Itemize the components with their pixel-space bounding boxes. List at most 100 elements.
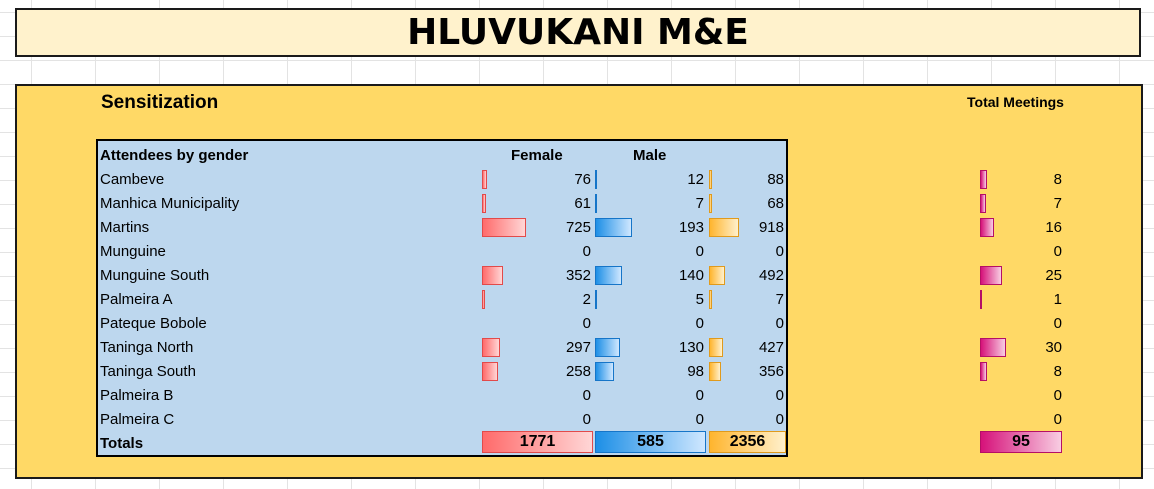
meetings-count: 8 xyxy=(1053,171,1062,188)
meetings-row: 7 xyxy=(980,192,1100,216)
table-row: Taninga North 297 130 427 xyxy=(98,336,786,360)
meetings-row: 0 xyxy=(980,240,1100,264)
male-count: 193 xyxy=(678,219,704,236)
female-databar xyxy=(482,194,486,213)
meetings-count: 0 xyxy=(1053,411,1062,428)
total-combined-value: 2356 xyxy=(729,433,766,450)
meetings-row: 16 xyxy=(980,216,1100,240)
male-count: 7 xyxy=(695,195,704,212)
location-name: Palmeira C xyxy=(100,411,175,428)
meetings-row: 0 xyxy=(980,312,1100,336)
female-count: 61 xyxy=(574,195,591,212)
female-count: 0 xyxy=(582,387,591,404)
meetings-count: 30 xyxy=(1045,339,1062,356)
meetings-count: 1 xyxy=(1053,291,1062,308)
location-name: Palmeira B xyxy=(100,387,174,404)
male-count: 0 xyxy=(695,315,704,332)
location-name: Taninga North xyxy=(100,339,194,356)
total-combined-bar xyxy=(709,431,786,453)
meetings-databar xyxy=(980,266,1002,285)
attendees-header: Attendees by gender xyxy=(100,147,249,164)
total-databar xyxy=(709,218,739,237)
total-count: 68 xyxy=(767,195,784,212)
female-count: 76 xyxy=(574,171,591,188)
total-count: 427 xyxy=(758,339,784,356)
male-count: 130 xyxy=(678,339,704,356)
female-count: 0 xyxy=(582,411,591,428)
meetings-databar xyxy=(980,338,1006,357)
meetings-count: 0 xyxy=(1053,387,1062,404)
section-title: Sensitization xyxy=(101,92,219,113)
total-male-value: 585 xyxy=(637,433,664,450)
location-name: Pateque Bobole xyxy=(100,315,207,332)
total-female-bar xyxy=(482,431,593,453)
male-count: 98 xyxy=(687,363,704,380)
male-count: 140 xyxy=(678,267,704,284)
total-count: 88 xyxy=(767,171,784,188)
male-count: 12 xyxy=(687,171,704,188)
total-databar xyxy=(709,170,712,189)
title-banner: HLUVUKANI M&E xyxy=(15,8,1141,57)
meetings-row: 8 xyxy=(980,168,1100,192)
location-name: Martins xyxy=(100,219,150,236)
page-title: HLUVUKANI M&E xyxy=(407,12,749,53)
male-databar xyxy=(595,290,597,309)
table-row: Pateque Bobole 0 0 0 xyxy=(98,312,786,336)
meetings-row: 8 xyxy=(980,360,1100,384)
female-count: 725 xyxy=(565,219,591,236)
meetings-databar xyxy=(980,362,987,381)
totals-row: Totals 1771 585 2356 xyxy=(98,430,786,454)
meetings-total-bar xyxy=(980,431,1062,453)
total-count: 0 xyxy=(775,411,784,428)
sensitization-panel: Sensitization Total Meetings Attendees b… xyxy=(15,84,1143,479)
female-databar xyxy=(482,290,485,309)
female-databar xyxy=(482,266,503,285)
total-databar xyxy=(709,338,723,357)
male-count: 5 xyxy=(695,291,704,308)
table-row: Cambeve 76 12 88 xyxy=(98,168,786,192)
total-count: 0 xyxy=(775,243,784,260)
total-count: 7 xyxy=(775,291,784,308)
female-count: 0 xyxy=(582,315,591,332)
meetings-count: 0 xyxy=(1053,315,1062,332)
female-databar xyxy=(482,362,498,381)
meetings-count: 16 xyxy=(1045,219,1062,236)
total-databar xyxy=(709,362,721,381)
total-male-bar xyxy=(595,431,706,453)
total-count: 356 xyxy=(758,363,784,380)
table-header-row: Attendees by gender Female Male xyxy=(98,144,786,168)
female-databar xyxy=(482,170,487,189)
male-count: 0 xyxy=(695,243,704,260)
total-count: 0 xyxy=(775,387,784,404)
male-header: Male xyxy=(633,147,667,164)
total-count: 918 xyxy=(758,219,784,236)
female-count: 352 xyxy=(565,267,591,284)
total-databar xyxy=(709,266,725,285)
meetings-databar xyxy=(980,290,982,309)
table-row: Manhica Municipality 61 7 68 xyxy=(98,192,786,216)
total-female-value: 1771 xyxy=(519,433,556,450)
table-row: Martins 725 193 918 xyxy=(98,216,786,240)
female-count: 2 xyxy=(582,291,591,308)
meetings-row: 30 xyxy=(980,336,1100,360)
meetings-row: 0 xyxy=(980,384,1100,408)
total-count: 492 xyxy=(758,267,784,284)
table-row: Palmeira B 0 0 0 xyxy=(98,384,786,408)
meetings-count: 7 xyxy=(1053,195,1062,212)
female-header: Female xyxy=(511,147,563,164)
location-name: Cambeve xyxy=(100,171,165,188)
meetings-databar xyxy=(980,218,994,237)
meetings-count: 25 xyxy=(1045,267,1062,284)
meetings-total-row: 95 xyxy=(980,430,1100,454)
male-count: 0 xyxy=(695,411,704,428)
table-row: Munguine South 352 140 492 xyxy=(98,264,786,288)
location-name: Munguine South xyxy=(100,267,210,284)
female-count: 258 xyxy=(565,363,591,380)
total-count: 0 xyxy=(775,315,784,332)
male-databar xyxy=(595,170,597,189)
table-row: Taninga South 258 98 356 xyxy=(98,360,786,384)
meetings-row: 25 xyxy=(980,264,1100,288)
female-count: 0 xyxy=(582,243,591,260)
total-databar xyxy=(709,194,712,213)
female-databar xyxy=(482,338,500,357)
